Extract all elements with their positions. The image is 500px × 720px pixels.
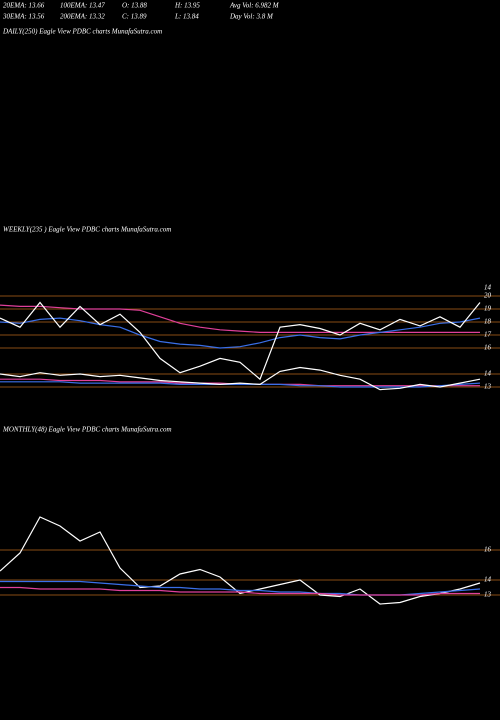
stat: 20EMA: 13.66 (3, 2, 45, 10)
stat: Day Vol: 3.8 M (229, 13, 274, 21)
annotation: 14 (484, 284, 492, 292)
y-tick-label: 20 (484, 292, 492, 300)
y-tick-label: 16 (484, 546, 492, 554)
stat: O: 13.88 (122, 2, 147, 10)
y-tick-label: 16 (484, 344, 492, 352)
stat: C: 13.89 (122, 13, 147, 21)
stat: L: 13.84 (174, 13, 199, 21)
series-line (0, 366, 481, 391)
series-line (0, 301, 481, 381)
panel-title: MONTHLY(48) Eagle View PDBC charts Munaf… (2, 426, 172, 434)
y-tick-label: 13 (484, 383, 492, 391)
series-line (0, 516, 481, 605)
stat: Avg Vol: 6.982 M (229, 2, 280, 10)
series-line (0, 317, 481, 349)
stat: 100EMA: 13.47 (60, 2, 105, 10)
stat: 200EMA: 13.32 (60, 13, 105, 21)
y-tick-label: 14 (484, 370, 492, 378)
stat: 30EMA: 13.56 (2, 13, 45, 21)
series-line (0, 381, 481, 388)
header: 20EMA: 13.66 100EMA: 13.47 O: 13.88 H: 1… (2, 2, 280, 36)
y-tick-label: 17 (484, 331, 492, 339)
y-tick-label: 13 (484, 591, 492, 599)
series-line (0, 304, 480, 333)
stat: H: 13.95 (174, 2, 200, 10)
y-tick-label: 14 (484, 576, 492, 584)
daily-label: DAILY(250) Eagle View PDBC charts Munafa… (2, 28, 162, 36)
y-tick-label: 18 (484, 318, 492, 326)
y-tick-label: 19 (484, 305, 492, 313)
panel-title: WEEKLY(235 ) Eagle View PDBC charts Muna… (3, 226, 171, 234)
series-line (0, 586, 480, 596)
